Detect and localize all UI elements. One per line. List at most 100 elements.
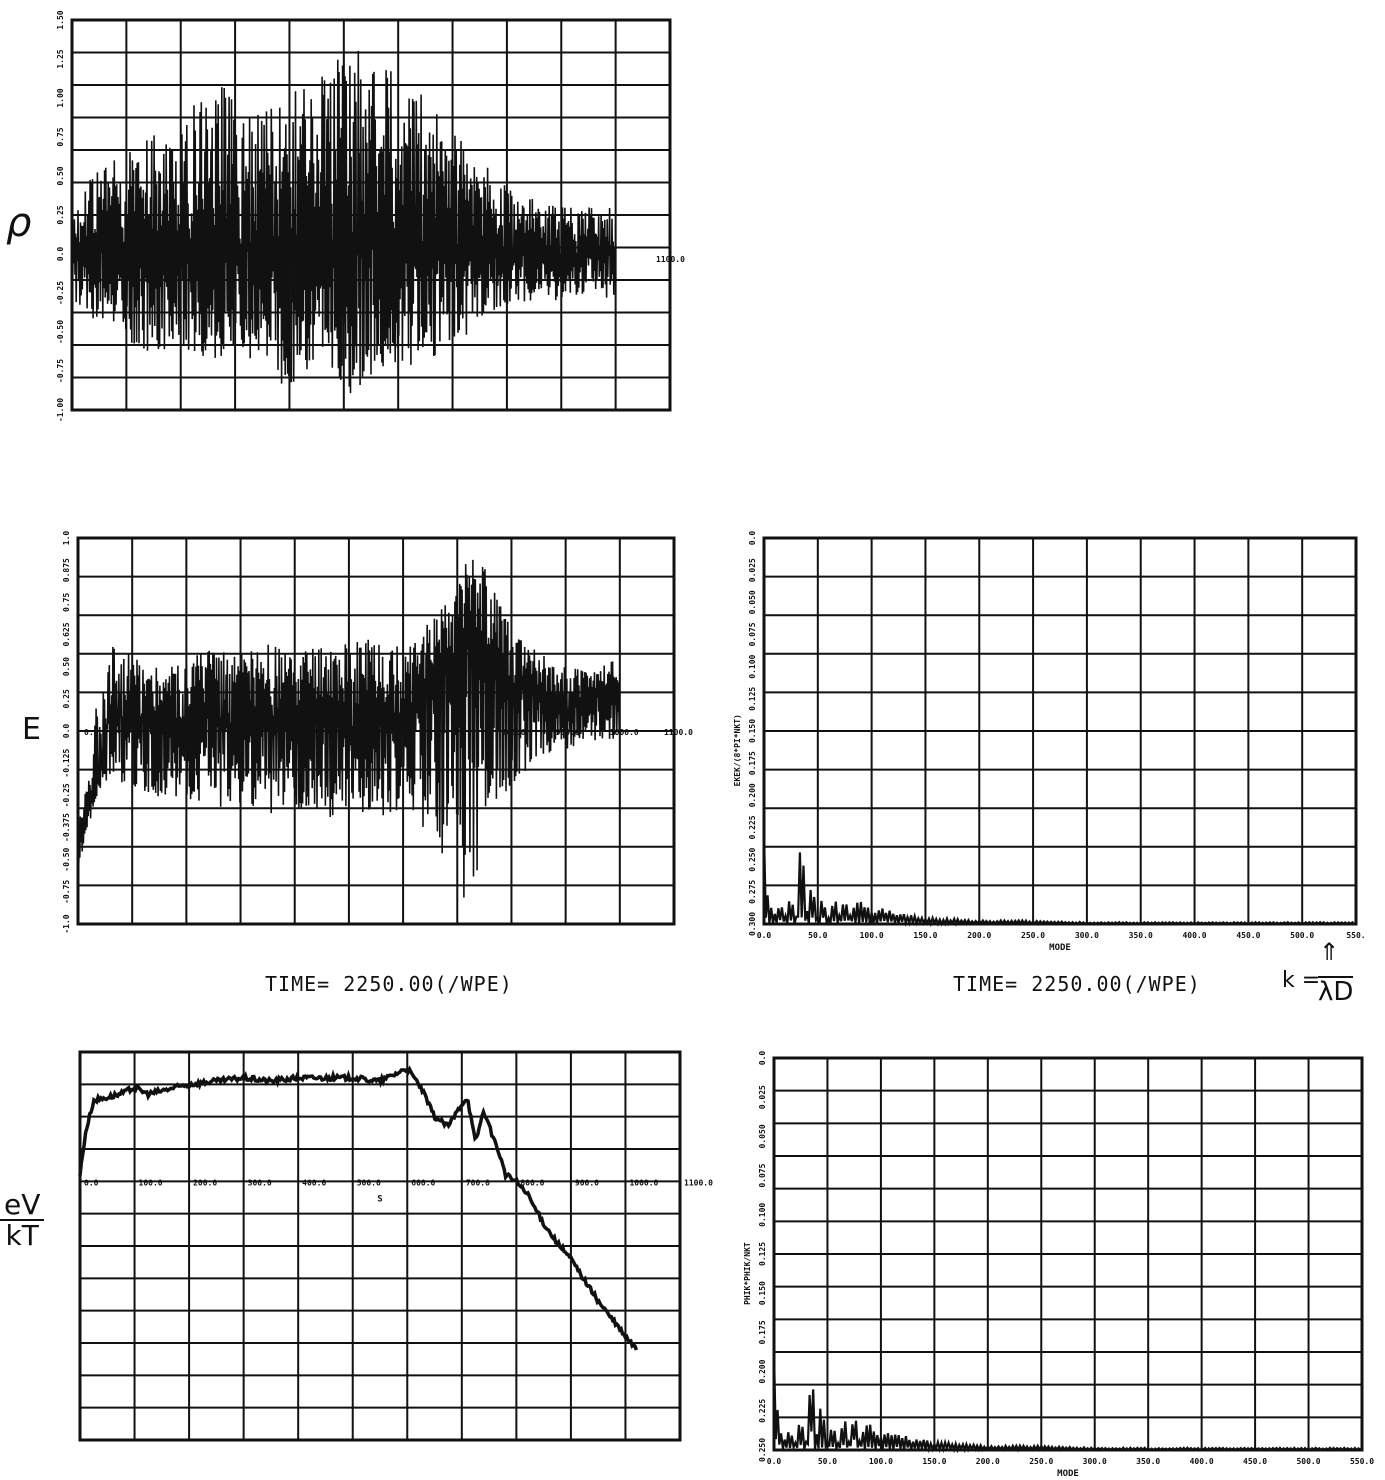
x-tick-label: 400.0 <box>1190 1457 1214 1466</box>
y-tick-label: 0.100 <box>758 1203 767 1227</box>
x-tick-label: 0.0 <box>767 1457 782 1466</box>
y-tick-label: 0.025 <box>748 558 757 582</box>
y-tick-label: 1.0 <box>62 531 71 546</box>
x-tick-label: 300.0 <box>1075 931 1099 940</box>
x-tick-label: 450.0 <box>1243 1457 1267 1466</box>
x-tick-label: 700.0 <box>466 1178 490 1187</box>
x-tick-label: 900.0 <box>575 1178 599 1187</box>
y-tick-label: 0.75 <box>56 127 65 146</box>
x-tick-label: 300.0 <box>1083 1457 1107 1466</box>
x-tick-label: 600.0 <box>411 1178 435 1187</box>
y-tick-label: 0.125 <box>758 1242 767 1266</box>
x-tick-label: 250.0 <box>1021 931 1045 940</box>
x-tick-label: 250.0 <box>1029 1457 1053 1466</box>
k-lambda-annotation: λD <box>1318 976 1354 1007</box>
x-axis-label: S <box>377 1194 382 1204</box>
x-tick-label: 200.0 <box>976 1457 1000 1466</box>
y-tick-label: -0.75 <box>62 880 71 904</box>
rho-axis-annotation: ρ <box>6 200 32 246</box>
y-tick-label: -0.75 <box>56 359 65 383</box>
x-axis-label: MODE <box>1057 1469 1079 1479</box>
x-tick-label: 50.0 <box>818 1457 837 1466</box>
y-tick-label: 0.50 <box>56 166 65 185</box>
x-tick-label: 350.0 <box>1129 931 1153 940</box>
y-tick-label: -0.50 <box>56 320 65 344</box>
y-tick-label: 0.25 <box>62 689 71 708</box>
y-tick-label: 0.075 <box>748 622 757 646</box>
y-tick-label: 0.275 <box>748 880 757 904</box>
y-tick-label: 0.225 <box>748 815 757 839</box>
left-time-caption: TIME= 2250.00(/WPE) <box>265 972 513 996</box>
x-tick-label: 350.0 <box>1136 1457 1160 1466</box>
y-axis-label: EKEK/(8*PI*NKT) <box>733 714 742 786</box>
y-tick-label: 0.75 <box>62 593 71 612</box>
x-tick-label: 1000.0 <box>610 728 639 737</box>
y-tick-label: 1.00 <box>56 88 65 107</box>
y-tick-label: 0.250 <box>748 847 757 871</box>
y-tick-label: -0.375 <box>62 813 71 842</box>
x-tick-label: 800.0 <box>520 1178 544 1187</box>
x-tick-label: 400.0 <box>1182 931 1206 940</box>
series-line <box>71 49 617 394</box>
x-tick-label: 500.0 <box>1290 931 1314 940</box>
y-tick-label: 0.300 <box>748 912 757 936</box>
series-line <box>762 831 1357 928</box>
x-tick-label: 150.0 <box>922 1457 946 1466</box>
y-tick-label: -1.0 <box>62 914 71 933</box>
ev-numerator: eV <box>0 1190 45 1222</box>
y-tick-label: 0.250 <box>758 1438 767 1462</box>
x-tick-label: 150.0 <box>913 931 937 940</box>
x-tick-label: 1100.0 <box>664 728 693 737</box>
y-tick-label: 1.25 <box>56 49 65 68</box>
chart-E: 1.0 0.875 0.75 0.625 0.50 0.25 0.0 -0.125 -0.25 -… <box>62 531 693 934</box>
x-tick-label: 400.0 <box>302 1178 326 1187</box>
y-tick-label: 0.050 <box>758 1124 767 1148</box>
y-tick-label: 0.625 <box>62 622 71 646</box>
series-line <box>772 1351 1363 1454</box>
y-tick-label: -0.125 <box>62 749 71 778</box>
x-tick-label: 100.0 <box>869 1457 893 1466</box>
e-axis-annotation: E <box>22 712 41 747</box>
x-tick-label: 0.0 <box>84 1178 99 1187</box>
x-tick-label: 550.0 <box>1350 1457 1374 1466</box>
x-tick-label: 0.0 <box>84 728 99 737</box>
chart-phi: 0.0 100.0 200.0 300.0 400.0 500.0 600.0 700.0 80… <box>78 1050 713 1442</box>
x-tick-label: 200.0 <box>967 931 991 940</box>
y-tick-label: 1.50 <box>56 10 65 29</box>
y-tick-label: 0.0 <box>56 247 65 262</box>
chart-rho: 1.50 1.25 1.00 0.75 0.50 0.25 0.0 -0.25 -0.50 -0.… <box>56 10 685 422</box>
ev-kt-annotation: eV kT <box>0 1190 45 1253</box>
y-tick-label: 0.025 <box>758 1085 767 1109</box>
y-tick-label: 0.150 <box>758 1281 767 1305</box>
y-tick-label: 0.200 <box>758 1359 767 1383</box>
chart-spectrum_phi: 0.0 0.025 0.050 0.075 0.100 0.125 0.150 0.175 0.… <box>743 1051 1374 1479</box>
x-tick-label: 1100.0 <box>656 255 685 264</box>
right-time-caption: TIME= 2250.00(/WPE) <box>953 972 1201 996</box>
chart-spectrum_E: 0.0 0.025 0.050 0.075 0.100 0.125 0.150 0.175 0.… <box>733 531 1366 953</box>
y-tick-label: 0.25 <box>56 205 65 224</box>
x-tick-label: 100.0 <box>860 931 884 940</box>
x-tick-label: 1100.0 <box>684 1178 713 1187</box>
k-arrow-annotation: ⇑ <box>1319 938 1340 966</box>
series-line <box>78 1065 639 1351</box>
y-tick-label: -0.25 <box>56 281 65 305</box>
y-tick-label: 0.125 <box>748 687 757 711</box>
x-tick-label: 300.0 <box>248 1178 272 1187</box>
x-axis-label: MODE <box>1049 943 1071 953</box>
y-tick-label: 0.875 <box>62 558 71 582</box>
y-tick-label: 0.0 <box>748 531 757 546</box>
y-tick-label: 0.150 <box>748 719 757 743</box>
y-tick-label: 0.175 <box>748 751 757 775</box>
x-tick-label: 500.0 <box>1296 1457 1320 1466</box>
y-tick-label: 0.0 <box>62 724 71 739</box>
x-tick-label: 200.0 <box>193 1178 217 1187</box>
y-tick-label: -0.25 <box>62 783 71 807</box>
x-tick-label: 100.0 <box>139 1178 163 1187</box>
x-tick-label: 450.0 <box>1236 931 1260 940</box>
x-tick-label: 50.0 <box>808 931 827 940</box>
kt-denominator: kT <box>5 1219 39 1253</box>
y-tick-label: 0.100 <box>748 654 757 678</box>
y-tick-label: 0.200 <box>748 783 757 807</box>
y-tick-label: 0.075 <box>758 1163 767 1187</box>
y-tick-label: 0.050 <box>748 590 757 614</box>
